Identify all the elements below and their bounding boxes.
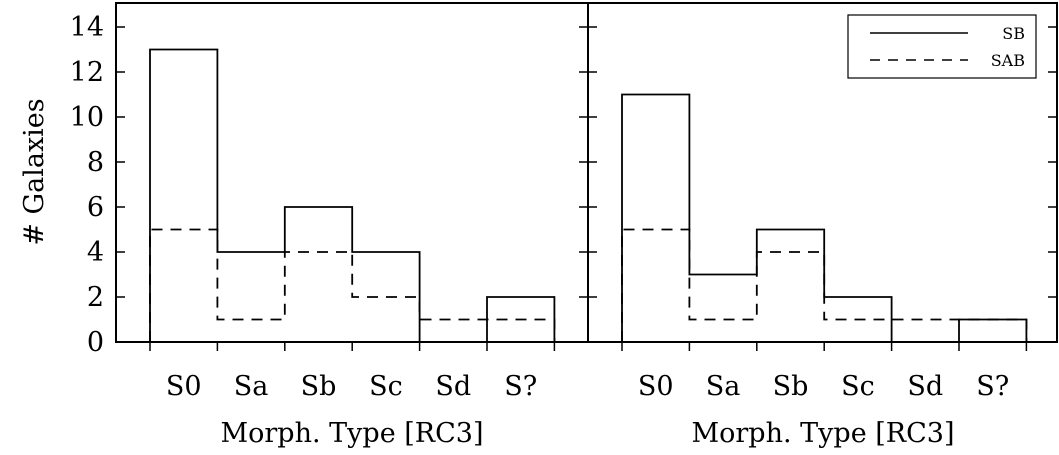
right-category-label: Sa (706, 371, 741, 402)
right-x-axis-title: Morph. Type [RC3] (692, 418, 955, 449)
left-category-label: S0 (166, 371, 202, 402)
y-tick-label: 0 (87, 327, 104, 358)
legend-label-sb: SB (1002, 24, 1025, 43)
left-panel-histogram (149, 48, 556, 343)
left-category-label: Sa (234, 371, 269, 402)
right-category-label: Sb (773, 371, 809, 402)
y-tick-label: 12 (70, 57, 104, 88)
left-panel-frame (115, 2, 589, 343)
left-series-sab-outline (149, 228, 556, 342)
y-tick-label: 10 (70, 102, 104, 133)
left-category-label: Sc (369, 371, 403, 402)
right-category-label: Sd (907, 371, 943, 402)
y-tick-labels: 0 2 4 6 8 10 12 14 (70, 12, 104, 358)
y-tick-label: 4 (87, 237, 104, 268)
y-tick-label: 14 (70, 12, 104, 43)
right-category-label: S? (976, 371, 1009, 402)
y-tick-label: 6 (87, 192, 104, 223)
y-axis-title: # Galaxies (19, 98, 50, 245)
legend-box (847, 14, 1037, 79)
right-panel-histogram (621, 93, 1028, 343)
left-category-label: Sb (301, 371, 337, 402)
right-series-sb-outline (621, 93, 1028, 343)
right-panel-ticks (588, 26, 1057, 351)
y-tick-label: 8 (87, 147, 104, 178)
left-panel-ticks (116, 26, 588, 351)
left-x-category-labels: S0 Sa Sb Sc Sd S? (166, 371, 537, 402)
right-panel-frame (587, 2, 1058, 343)
legend-label-sab: SAB (991, 51, 1025, 70)
left-category-label: Sd (435, 371, 471, 402)
left-x-axis-title: Morph. Type [RC3] (221, 418, 484, 449)
right-series-sab-outline (621, 228, 1028, 342)
y-tick-label: 2 (87, 282, 104, 313)
right-x-category-labels: S0 Sa Sb Sc Sd S? (638, 371, 1009, 402)
right-category-label: S0 (638, 371, 674, 402)
left-category-label: S? (504, 371, 537, 402)
left-series-sb-outline (149, 48, 556, 343)
right-category-label: Sc (841, 371, 875, 402)
legend: SB SAB (847, 14, 1037, 79)
